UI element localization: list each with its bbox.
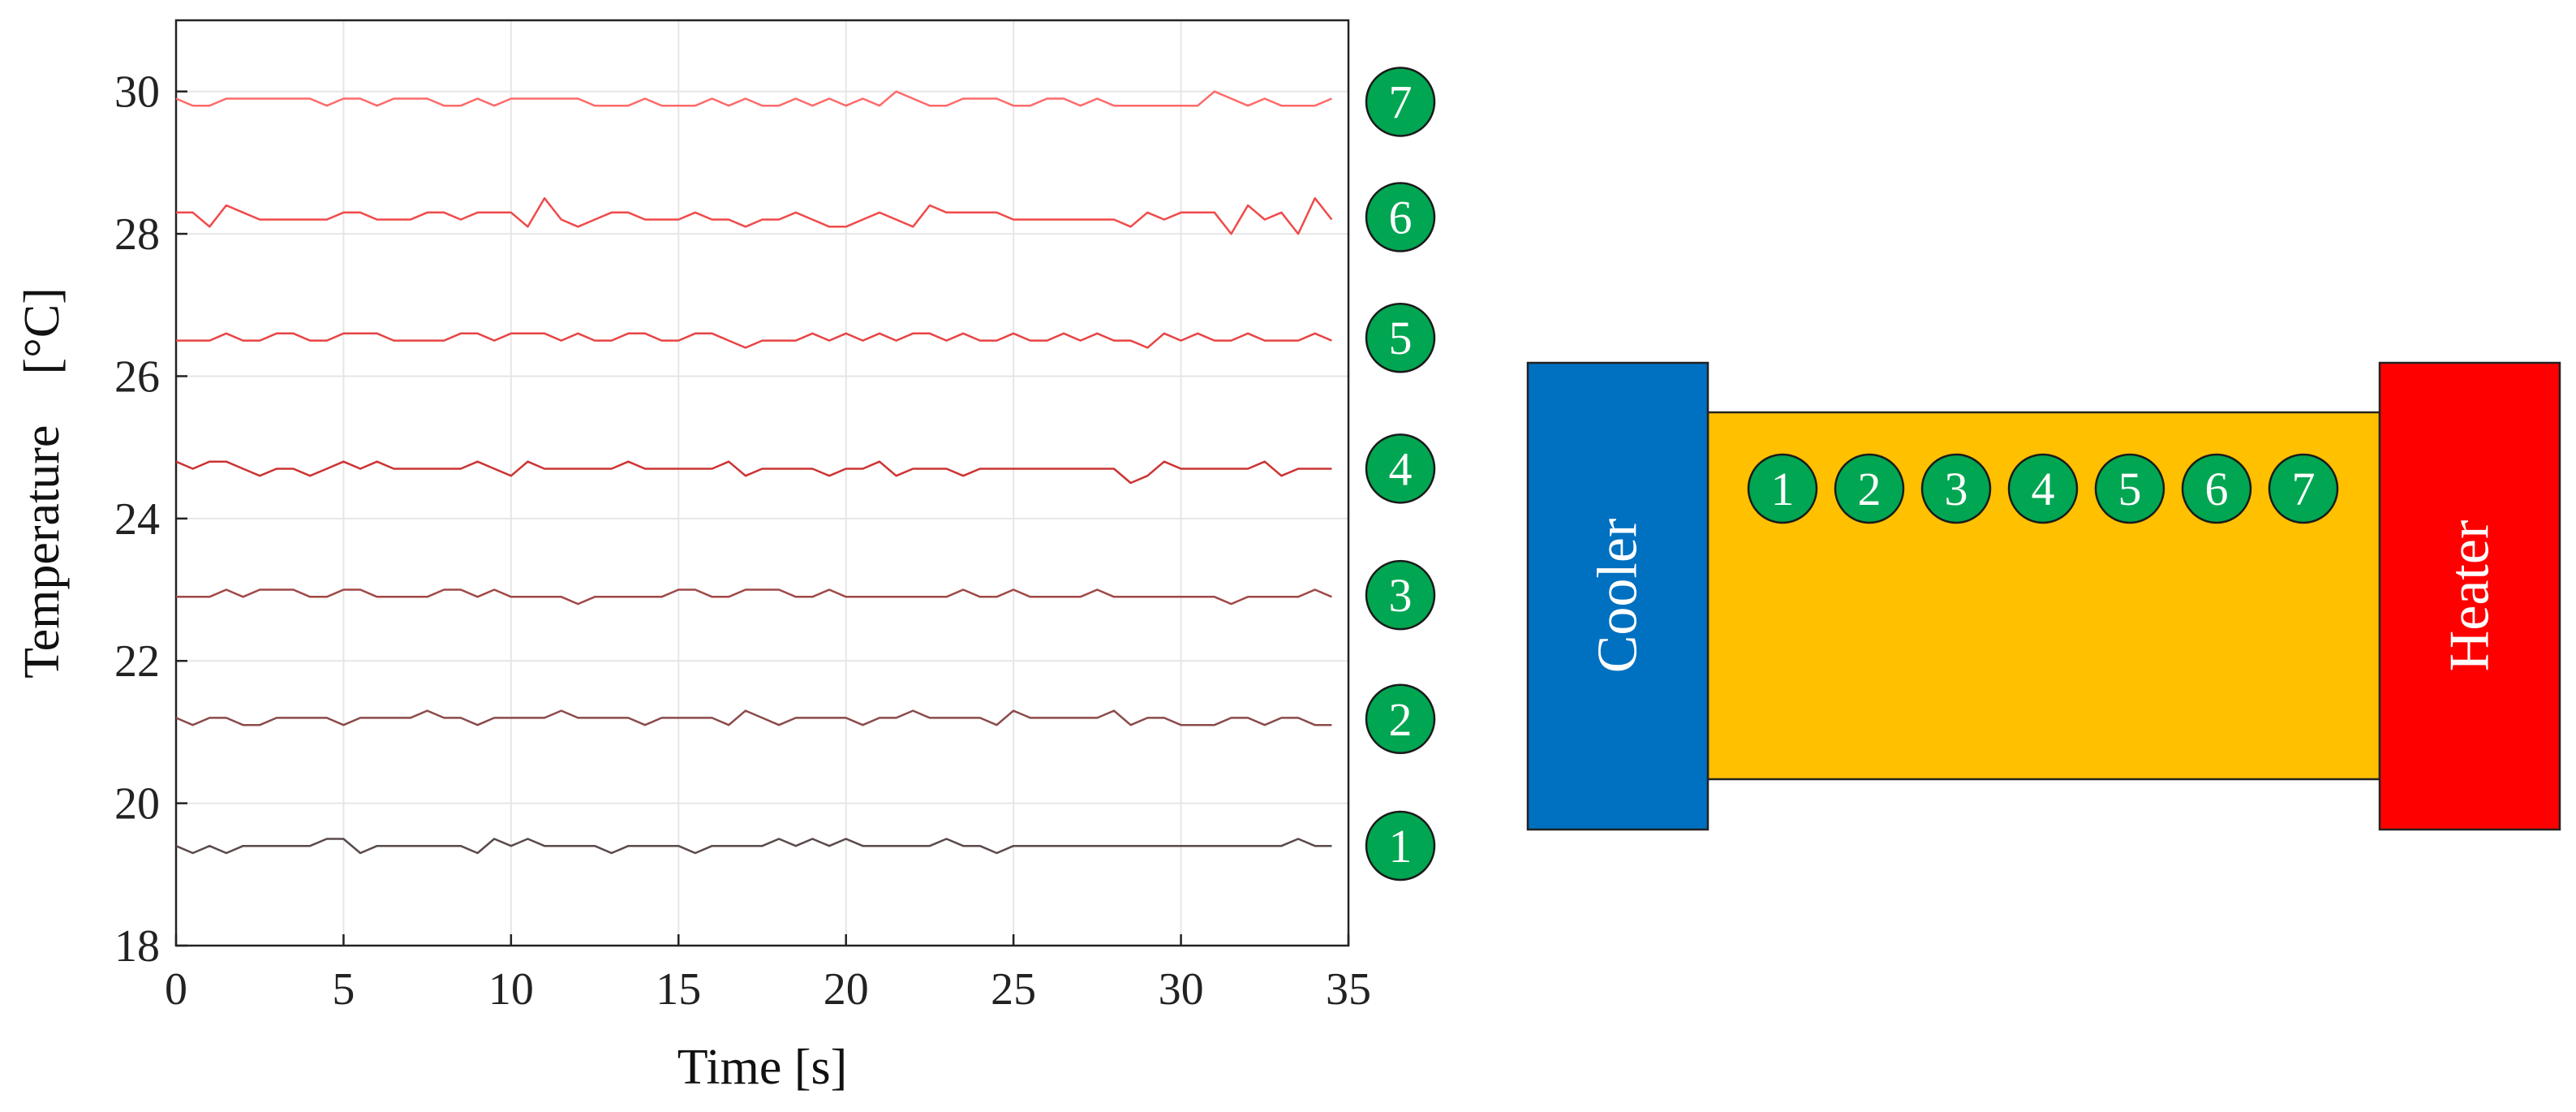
sensor-label: 4	[2032, 463, 2055, 515]
cooler-block	[1526, 361, 1709, 831]
x-tick-label: 20	[824, 964, 869, 1015]
x-tick-label: 25	[991, 964, 1036, 1015]
y-tick-label: 26	[114, 351, 160, 402]
y-tick-label: 22	[114, 636, 160, 687]
y-axis-label: Temperature [°C]	[15, 287, 70, 679]
series-marker-label: 4	[1389, 442, 1413, 495]
y-tick-label: 24	[114, 494, 160, 545]
sensor-label: 1	[1771, 463, 1795, 515]
chart-grid	[175, 20, 1349, 946]
series-marker-7	[1365, 67, 1436, 137]
sensor-marker-7	[2268, 453, 2339, 524]
sensor-label: 7	[2292, 463, 2316, 515]
x-tick-label: 0	[165, 964, 187, 1015]
sensor-marker-6	[2181, 453, 2252, 524]
series-line-4	[175, 460, 1332, 485]
x-axis-ticks: 0 5 10 15 20 25 30 35	[165, 934, 1371, 1015]
series-marker-label: 5	[1389, 312, 1413, 364]
series-line-1	[175, 838, 1332, 855]
x-tick-label: 5	[332, 964, 355, 1015]
y-tick-label: 18	[114, 921, 160, 972]
series-line-7	[175, 90, 1332, 107]
y-tick-label: 28	[114, 209, 160, 260]
y-tick-label: 20	[114, 779, 160, 830]
temperature-chart: 0 5 10 15 20 25 30 35 18 20 22 24 26 28 30 1 2 3 4 5 6 7 Ti…	[15, 19, 1436, 1095]
series-marker-1	[1365, 810, 1436, 881]
series-marker-label: 6	[1389, 192, 1413, 244]
series-marker-4	[1365, 433, 1436, 504]
series-marker-label: 1	[1389, 820, 1413, 873]
sensor-label: 2	[1858, 463, 1881, 515]
series-line-6	[176, 196, 1333, 235]
y-axis-ticks: 18 20 22 24 26 28 30	[114, 67, 187, 972]
cooler-label: Cooler	[1587, 519, 1649, 674]
sensor-marker-2	[1834, 453, 1905, 524]
sensor-marker-1	[1747, 453, 1818, 524]
setup-diagram: Cooler Heater 1 2 3 4 5 6 7	[1526, 361, 2561, 831]
series-marker-2	[1365, 683, 1436, 755]
heater-block	[2378, 361, 2561, 831]
series-marker-label: 3	[1389, 569, 1413, 622]
sensor-marker-3	[1920, 453, 1992, 524]
series-markers: 1 2 3 4 5 6 7	[1365, 67, 1436, 881]
series-marker-5	[1365, 302, 1436, 373]
x-tick-label: 30	[1159, 964, 1204, 1015]
y-tick-label: 30	[114, 67, 160, 118]
series-marker-label: 7	[1389, 75, 1413, 128]
sensor-label: 3	[1945, 463, 1968, 515]
x-tick-label: 15	[656, 964, 701, 1015]
sensor-marker-4	[2007, 453, 2079, 524]
series-line-2	[175, 709, 1332, 726]
series-line-5	[176, 332, 1332, 349]
sensor-positions: 1 2 3 4 5 6 7	[1747, 453, 2339, 524]
series-line-3	[176, 588, 1332, 606]
x-tick-label: 35	[1326, 964, 1371, 1015]
series-marker-3	[1365, 559, 1436, 631]
sensor-label: 6	[2205, 463, 2229, 515]
sensor-marker-5	[2094, 453, 2165, 524]
series-lines	[175, 90, 1333, 855]
plot-frame	[174, 19, 1350, 947]
series-marker-label: 2	[1389, 693, 1413, 746]
heater-label: Heater	[2439, 520, 2501, 672]
x-axis-label: Time [s]	[677, 1040, 848, 1095]
x-tick-label: 10	[488, 964, 534, 1015]
series-marker-6	[1365, 182, 1436, 252]
sensor-label: 5	[2118, 463, 2142, 515]
